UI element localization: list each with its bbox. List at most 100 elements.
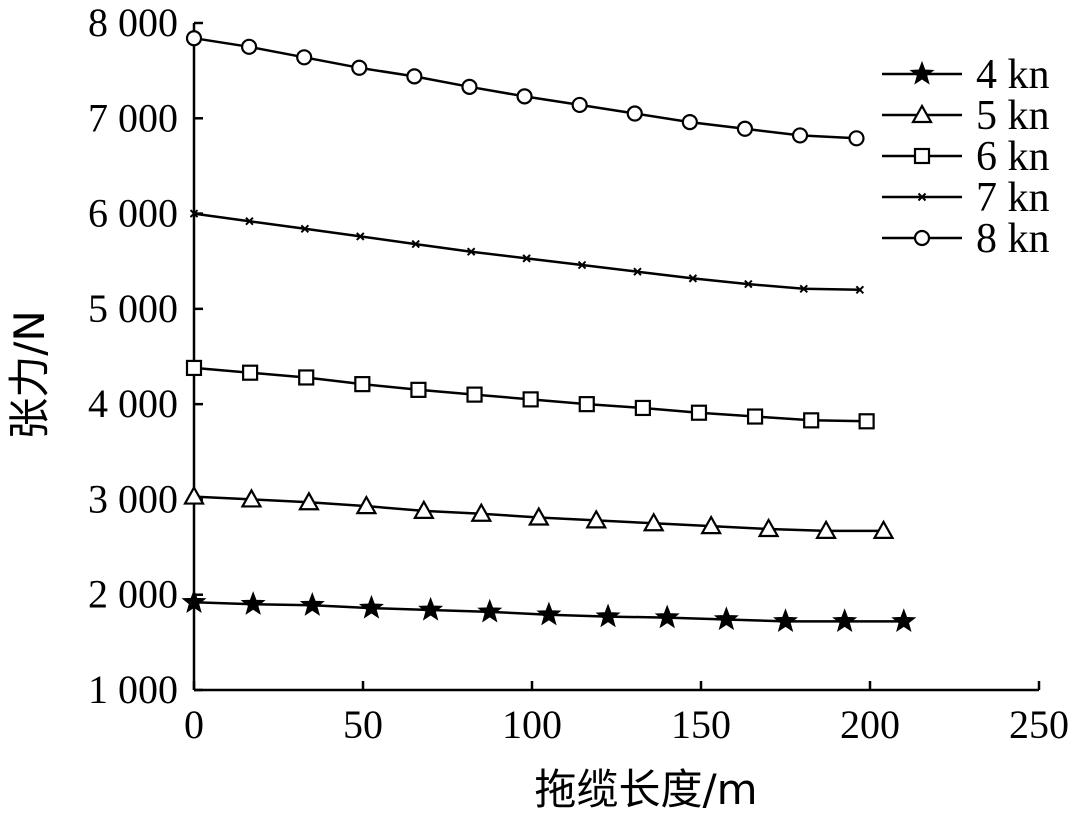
data-point-7-kn	[356, 232, 365, 241]
data-point-7-kn	[633, 267, 642, 276]
data-point-6-kn	[690, 404, 708, 421]
legend-marker	[913, 229, 931, 247]
legend-marker	[917, 192, 927, 202]
legend-label: 8 kn	[976, 216, 1050, 262]
data-point-8-kn	[240, 38, 258, 55]
x-tick-label: 200	[840, 702, 900, 747]
data-point-4-kn	[891, 608, 917, 633]
data-point-6-kn	[634, 399, 651, 417]
data-point-8-kn	[185, 30, 203, 47]
data-point-7-kn	[744, 279, 753, 289]
data-point-7-kn	[189, 209, 199, 218]
data-point-8-kn	[406, 68, 423, 85]
data-point-5-kn	[757, 517, 780, 538]
data-point-7-kn	[411, 239, 420, 249]
x-axis-label: 拖缆长度/m	[534, 765, 757, 814]
data-point-7-kn	[466, 247, 476, 256]
data-point-8-kn	[516, 88, 533, 105]
data-point-4-kn	[654, 604, 680, 629]
data-point-6-kn	[298, 369, 315, 386]
legend-label: 4 kn	[976, 52, 1050, 98]
axes: 0 50 100 150 200 250 1 000 2 000 3 000 4 000 5 000…	[88, 0, 1069, 747]
data-point-4-kn	[536, 601, 562, 626]
data-point-4-kn	[772, 608, 799, 633]
data-point-5-kn	[642, 512, 665, 532]
y-tick-label: 8 000	[88, 0, 178, 45]
legend-item-4-kn: 4 kn	[882, 52, 1050, 98]
plot-area	[181, 30, 917, 633]
series-line-8-kn	[193, 36, 857, 140]
data-point-8-kn	[848, 130, 865, 147]
data-point-6-kn	[578, 396, 595, 413]
data-point-5-kn	[700, 514, 723, 535]
data-point-7-kn	[245, 216, 254, 226]
series-4-kn	[181, 589, 917, 633]
data-point-4-kn	[299, 592, 325, 616]
data-point-4-kn	[595, 603, 621, 628]
data-point-8-kn	[681, 113, 698, 131]
data-point-5-kn	[527, 506, 550, 526]
x-tick-label: 0	[184, 702, 204, 747]
series-line-7-kn	[193, 212, 860, 292]
x-tick-label: 150	[671, 702, 731, 747]
legend-marker	[913, 147, 931, 165]
x-tick-label: 250	[1009, 702, 1069, 747]
data-point-6-kn	[746, 408, 764, 425]
y-axis-label: 张力/N	[5, 310, 54, 440]
series-6-kn	[185, 359, 875, 430]
data-point-5-kn	[585, 509, 608, 529]
data-point-4-kn	[477, 598, 503, 623]
data-point-5-kn	[412, 499, 435, 519]
legend-item-5-kn: 5 kn	[882, 93, 1050, 139]
y-tick-label: 7 000	[88, 95, 178, 140]
data-point-4-kn	[713, 606, 739, 631]
data-point-7-kn	[799, 284, 808, 294]
data-point-4-kn	[832, 608, 858, 633]
data-point-6-kn	[522, 391, 539, 408]
data-point-6-kn	[466, 386, 483, 403]
data-point-8-kn	[571, 96, 588, 114]
data-point-7-kn	[855, 285, 865, 295]
data-point-7-kn	[688, 274, 698, 283]
data-point-7-kn	[300, 224, 310, 234]
x-tick-label: 100	[502, 702, 562, 747]
data-point-4-kn	[240, 591, 266, 615]
data-point-8-kn	[296, 49, 313, 66]
data-point-8-kn	[461, 78, 478, 95]
data-point-5-kn	[183, 485, 205, 505]
data-point-5-kn	[815, 519, 837, 539]
x-tick-label: 50	[343, 702, 383, 747]
y-tick-label: 1 000	[88, 667, 178, 712]
legend-item-6-kn: 6 kn	[882, 134, 1050, 180]
data-point-7-kn	[522, 254, 531, 263]
legend-item-8-kn: 8 kn	[882, 216, 1050, 262]
data-point-4-kn	[358, 594, 384, 619]
data-point-6-kn	[410, 381, 427, 398]
legend-label: 5 kn	[976, 93, 1050, 139]
data-point-6-kn	[242, 364, 259, 381]
y-tick-label: 2 000	[88, 572, 178, 617]
y-tick-label: 3 000	[88, 476, 178, 521]
data-point-4-kn	[181, 589, 207, 613]
series-8-kn	[185, 30, 865, 147]
data-point-6-kn	[354, 376, 371, 393]
data-point-7-kn	[577, 260, 587, 270]
y-tick-label: 4 000	[88, 381, 178, 426]
series-5-kn	[183, 485, 895, 539]
series-7-kn	[189, 209, 865, 295]
data-point-5-kn	[872, 519, 895, 539]
legend: 4 kn5 kn6 kn7 kn8 kn	[882, 52, 1050, 262]
data-point-8-kn	[351, 59, 368, 76]
legend-item-7-kn: 7 kn	[882, 175, 1050, 221]
legend-label: 7 kn	[976, 175, 1050, 221]
data-point-5-kn	[240, 488, 263, 508]
y-tick-label: 5 000	[88, 286, 178, 331]
data-point-6-kn	[185, 359, 203, 377]
data-point-6-kn	[803, 412, 820, 429]
legend-marker	[911, 103, 933, 124]
data-point-8-kn	[736, 120, 754, 137]
data-point-4-kn	[418, 596, 444, 621]
y-tick-label: 6 000	[88, 191, 178, 236]
data-point-5-kn	[470, 502, 493, 522]
